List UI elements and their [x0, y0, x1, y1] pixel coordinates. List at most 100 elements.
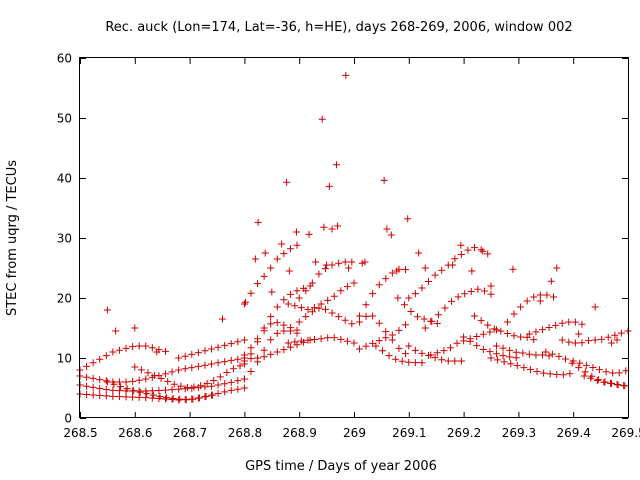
data-point: [317, 335, 325, 343]
data-point: [261, 249, 269, 257]
data-point: [229, 365, 237, 373]
data-point: [402, 321, 410, 329]
data-point: [115, 387, 123, 395]
data-point: [280, 296, 288, 304]
data-point: [415, 249, 423, 257]
data-point: [302, 313, 310, 321]
data-point: [169, 394, 177, 402]
data-point: [227, 386, 235, 394]
data-point: [175, 396, 183, 404]
data-point: [201, 361, 209, 369]
data-point: [438, 356, 446, 364]
x-axis-label: GPS time / Days of year 2006: [245, 459, 437, 474]
data-point: [464, 246, 472, 254]
data-point: [405, 342, 413, 350]
data-point: [405, 358, 413, 366]
data-point: [555, 352, 563, 360]
data-point: [221, 380, 229, 388]
data-point: [606, 379, 614, 387]
y-axis-label: STEC from uqrg / TECUs: [5, 160, 20, 316]
data-point: [284, 339, 292, 347]
data-point: [268, 288, 276, 296]
data-point: [308, 308, 316, 316]
data-point: [473, 332, 481, 340]
data-point: [589, 363, 597, 371]
data-point: [506, 346, 514, 354]
data-point: [234, 355, 242, 363]
data-point: [240, 357, 248, 365]
data-point: [83, 390, 91, 398]
data-point: [350, 339, 358, 347]
data-point: [540, 369, 548, 377]
data-point: [382, 275, 390, 283]
data-point: [175, 354, 183, 362]
data-point: [474, 285, 482, 293]
data-point: [446, 344, 454, 352]
data-point: [380, 176, 388, 184]
x-tick-label: 268.8: [228, 426, 262, 440]
data-point: [598, 335, 606, 343]
data-point: [393, 267, 401, 275]
data-point: [330, 292, 338, 300]
data-point: [280, 327, 288, 335]
data-point: [487, 354, 495, 362]
data-point: [421, 324, 429, 332]
data-point: [411, 290, 419, 298]
data-point: [304, 305, 312, 313]
data-point: [375, 281, 383, 289]
data-point: [486, 348, 494, 356]
data-point: [372, 342, 380, 350]
y-tick-label: 30: [57, 232, 72, 246]
data-point: [477, 317, 485, 325]
data-point: [247, 367, 255, 375]
data-point: [549, 293, 557, 301]
data-point: [122, 393, 130, 401]
data-point: [388, 336, 396, 344]
y-tick-label: 50: [57, 112, 72, 126]
data-point: [525, 330, 533, 338]
data-point: [361, 258, 369, 266]
data-point: [234, 377, 242, 385]
data-point: [260, 324, 268, 332]
data-point: [223, 369, 231, 377]
data-point: [197, 382, 205, 390]
data-point: [438, 266, 446, 274]
data-point: [507, 360, 515, 368]
data-point: [285, 267, 293, 275]
data-point: [234, 385, 242, 393]
data-point: [89, 391, 97, 399]
data-point: [135, 376, 143, 384]
data-point: [168, 368, 176, 376]
data-point: [468, 267, 476, 275]
data-point: [323, 261, 331, 269]
data-point: [375, 337, 383, 345]
data-point: [83, 373, 91, 381]
data-point: [102, 352, 110, 360]
data-point: [293, 287, 301, 295]
data-point: [545, 352, 553, 360]
data-point: [136, 388, 144, 396]
data-point: [565, 338, 573, 346]
data-point: [153, 348, 161, 356]
data-point: [536, 291, 544, 299]
data-point: [144, 369, 152, 377]
data-point: [471, 312, 479, 320]
data-point: [210, 376, 218, 384]
data-point: [451, 357, 459, 365]
y-tick-label: 40: [57, 172, 72, 186]
data-point: [451, 255, 459, 263]
data-point: [609, 369, 617, 377]
data-point: [96, 355, 104, 363]
data-point: [312, 258, 320, 266]
data-point: [240, 351, 248, 359]
data-point: [385, 352, 393, 360]
data-point: [615, 369, 623, 377]
data-point: [202, 392, 210, 400]
data-point: [273, 319, 281, 327]
x-tick-label: 269.1: [392, 426, 426, 440]
data-point: [295, 294, 303, 302]
data-point: [569, 357, 577, 365]
data-point: [492, 350, 500, 358]
data-point: [109, 386, 117, 394]
